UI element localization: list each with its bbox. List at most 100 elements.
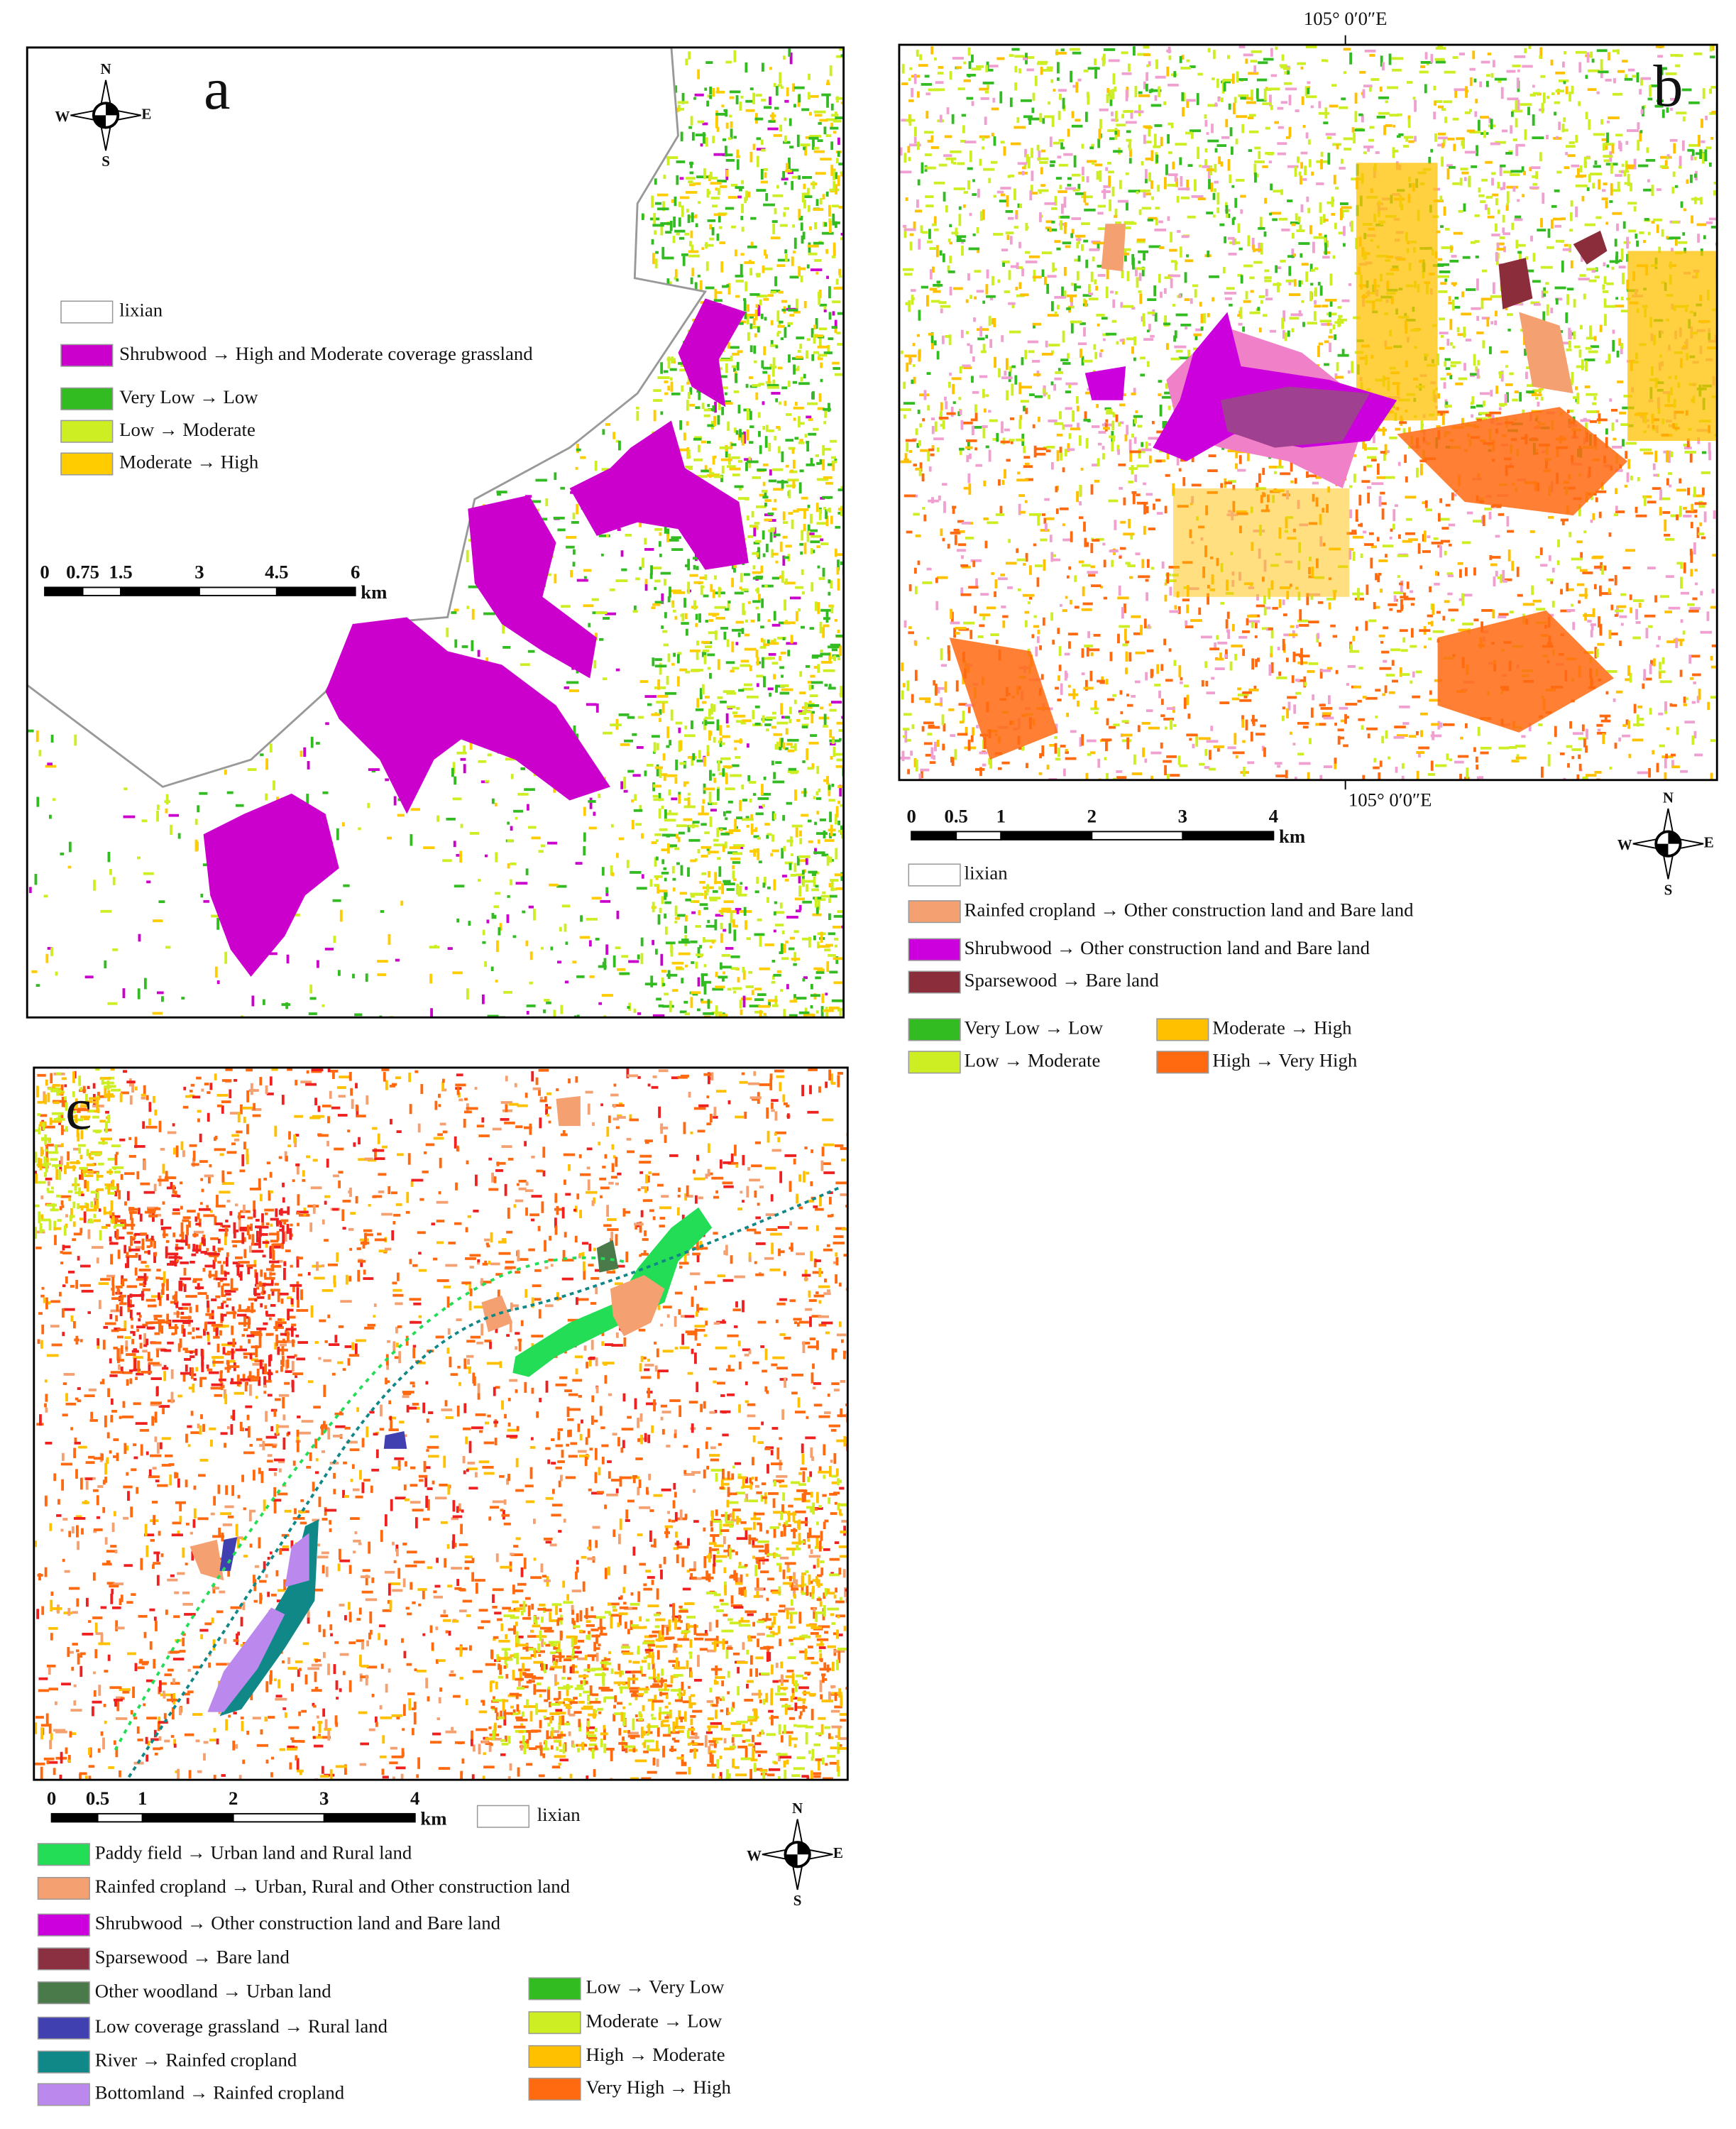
land-pixel: [634, 794, 637, 801]
land-pixel: [834, 873, 844, 877]
land-pixel: [1030, 185, 1033, 192]
land-pixel: [775, 684, 778, 693]
land-pixel: [1027, 156, 1031, 169]
land-pixel: [1227, 159, 1231, 171]
land-pixel: [1709, 88, 1712, 94]
land-pixel: [1042, 388, 1045, 394]
land-pixel: [832, 311, 835, 316]
land-pixel: [1240, 195, 1246, 198]
land-pixel: [1212, 77, 1215, 80]
land-pixel: [825, 134, 832, 138]
land-pixel: [824, 410, 828, 418]
land-pixel: [1329, 342, 1331, 353]
land-pixel: [1051, 115, 1055, 127]
land-pixel: [1190, 65, 1196, 68]
land-pixel: [1166, 66, 1170, 77]
land-pixel: [522, 910, 526, 914]
land-pixel: [1050, 381, 1054, 385]
land-pixel: [1615, 133, 1623, 137]
land-pixel: [715, 971, 718, 978]
land-pixel: [765, 192, 769, 202]
land-pixel: [991, 107, 999, 111]
land-pixel: [1023, 446, 1026, 454]
land-pixel: [654, 884, 659, 887]
land-pixel: [1097, 227, 1108, 231]
land-pixel: [779, 691, 790, 695]
land-pixel: [776, 185, 779, 189]
land-pixel: [1637, 164, 1649, 168]
land-pixel: [792, 224, 796, 228]
land-pixel: [685, 58, 688, 66]
land-pixel: [714, 872, 718, 885]
land-pixel: [573, 725, 576, 735]
land-pixel: [813, 208, 824, 211]
land-pixel: [982, 146, 984, 150]
land-pixel: [838, 205, 844, 209]
land-pixel: [900, 170, 912, 174]
land-pixel: [1181, 92, 1185, 102]
land-pixel: [1376, 116, 1386, 119]
land-pixel: [1126, 202, 1128, 211]
land-pixel: [723, 690, 735, 694]
land-pixel: [812, 138, 815, 150]
land-pixel: [1625, 141, 1629, 145]
land-pixel: [1087, 160, 1097, 163]
land-pixel: [767, 999, 778, 1002]
land-pixel: [704, 87, 708, 91]
land-pixel: [1014, 65, 1018, 73]
land-pixel: [566, 536, 577, 539]
land-pixel: [554, 574, 557, 584]
land-pixel: [1585, 360, 1588, 372]
land-pixel: [324, 947, 334, 951]
land-pixel: [702, 980, 712, 984]
land-pixel: [612, 955, 616, 968]
land-pixel: [950, 150, 962, 153]
land-pixel: [980, 97, 989, 100]
land-pixel: [1420, 60, 1432, 64]
land-pixel: [692, 752, 696, 761]
land-pixel: [1627, 68, 1635, 72]
land-pixel: [1032, 275, 1042, 279]
land-pixel: [986, 394, 989, 398]
land-pixel: [755, 812, 764, 816]
land-pixel: [1693, 173, 1697, 178]
land-pixel: [47, 947, 53, 950]
land-pixel: [918, 64, 928, 67]
land-pixel: [748, 259, 752, 263]
land-pixel: [1507, 97, 1519, 101]
land-pixel: [1605, 305, 1616, 308]
land-pixel: [746, 695, 759, 699]
land-pixel: [1518, 243, 1526, 247]
land-pixel: [112, 948, 119, 951]
land-pixel: [1428, 156, 1432, 164]
land-pixel: [1234, 97, 1237, 104]
land-pixel: [143, 872, 154, 875]
land-pixel: [653, 399, 663, 403]
land-pixel: [1379, 86, 1383, 92]
land-pixel: [1612, 445, 1622, 449]
land-pixel: [1627, 173, 1630, 187]
land-pixel: [1252, 244, 1256, 250]
land-pixel: [678, 792, 681, 797]
land-pixel: [834, 814, 837, 825]
land-pixel: [840, 102, 844, 104]
land-pixel: [1087, 67, 1100, 70]
land-pixel: [706, 745, 710, 755]
land-pixel: [1141, 266, 1145, 277]
land-pixel: [724, 841, 727, 849]
land-pixel: [696, 953, 704, 957]
land-pixel: [1666, 154, 1670, 159]
land-pixel: [1231, 73, 1235, 84]
land-pixel: [731, 443, 737, 447]
land-pixel: [958, 206, 962, 210]
land-pixel: [661, 977, 664, 987]
land-pixel: [709, 770, 712, 781]
land-pixel: [813, 796, 816, 799]
land-pixel: [776, 332, 780, 337]
land-pixel: [1045, 226, 1051, 230]
land-pixel: [560, 1005, 564, 1014]
land-pixel: [757, 476, 762, 479]
land-pixel: [752, 710, 755, 720]
land-pixel: [674, 229, 686, 233]
land-pixel: [641, 874, 644, 879]
